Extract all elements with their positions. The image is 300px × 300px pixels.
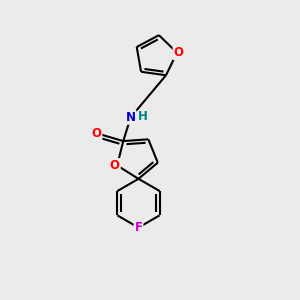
Text: O: O — [92, 127, 101, 140]
Text: O: O — [173, 46, 184, 59]
Text: O: O — [110, 159, 120, 172]
Text: F: F — [134, 221, 142, 234]
Text: N: N — [126, 111, 136, 124]
Text: H: H — [138, 110, 148, 123]
